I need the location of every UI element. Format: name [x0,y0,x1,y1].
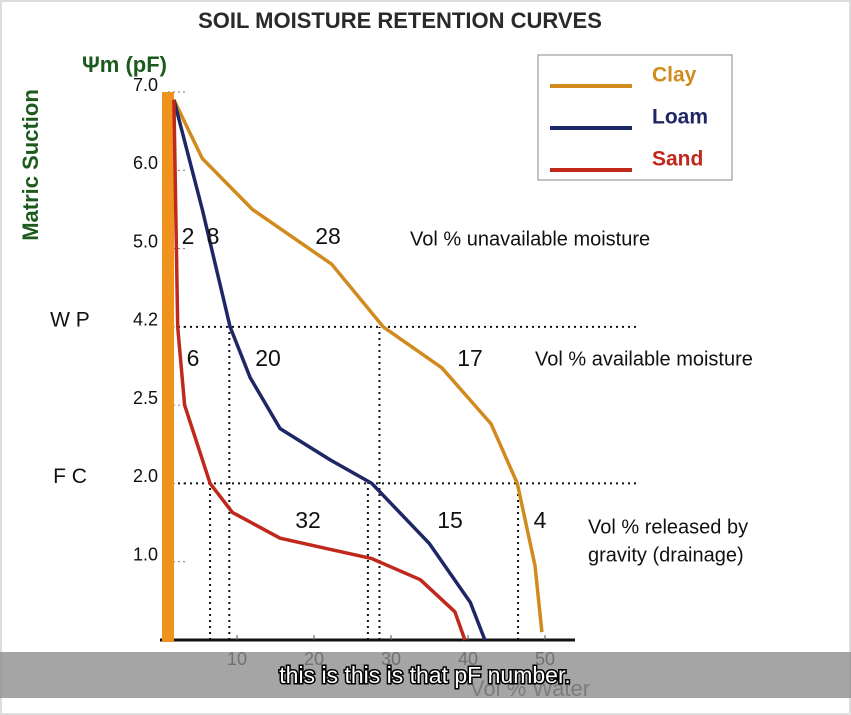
y-tick-label: 6.0 [133,153,158,173]
annotation: 2 [182,223,195,249]
y-tick-label: 1.0 [133,544,158,564]
y-tick-label: 4.2 [133,310,158,330]
annotation: gravity (drainage) [588,544,744,566]
line-2 [172,99,467,641]
y-marker-label: F C [53,465,87,488]
y-tick-label: 2.0 [133,466,158,486]
y-tick-label: 5.0 [133,231,158,251]
annotation: 32 [295,507,321,533]
annotation: Vol % unavailable moisture [410,228,650,250]
y-axis [162,92,174,642]
line-0 [172,99,544,633]
caption: this is this is that pF number. [279,662,570,688]
annotation: 20 [255,345,281,371]
y-axis-title: Matric Suction [18,89,43,241]
annotation: 6 [187,345,200,371]
legend-label: Sand [652,148,703,171]
annotation: 28 [315,223,341,249]
legend-label: Clay [652,64,697,87]
annotation: Vol % available moisture [535,348,753,370]
y-marker-label: W P [50,308,90,331]
annotation: 4 [534,507,547,533]
legend-label: Loam [652,106,708,129]
annotation: 15 [437,507,463,533]
y-tick-label: 7.0 [133,75,158,95]
line-1 [172,99,487,641]
caption-bar [0,652,851,698]
y-tick-label: 2.5 [133,388,158,408]
annotation: 8 [207,223,220,249]
annotation: 17 [457,345,483,371]
chart-title: SOIL MOISTURE RETENTION CURVES [198,8,602,33]
y-axis-symbol: Ψm (pF) [82,52,167,77]
annotation: Vol % released by [588,516,748,538]
legend-box [537,54,733,181]
